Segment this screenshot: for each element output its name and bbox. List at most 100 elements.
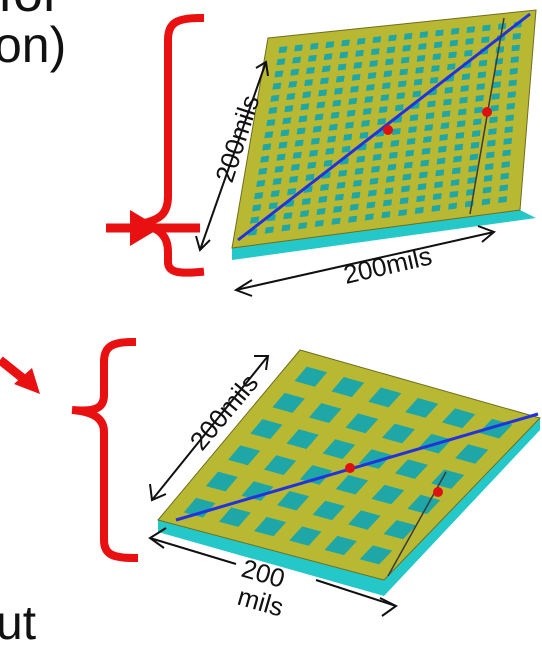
top-board-aperture — [298, 115, 308, 123]
top-board-aperture — [381, 211, 391, 219]
top-board-aperture — [440, 122, 450, 130]
top-board-aperture — [332, 99, 342, 107]
top-board-aperture — [406, 138, 416, 145]
top-board-aperture — [294, 139, 304, 147]
top-board-aperture — [483, 174, 493, 182]
top-board-aperture — [372, 36, 382, 43]
top-board-aperture — [441, 110, 451, 118]
top-board-aperture — [274, 70, 284, 78]
top-board-aperture — [454, 143, 464, 151]
top-board-aperture — [421, 147, 431, 155]
top-board-aperture — [323, 159, 333, 167]
top-board-aperture — [383, 70, 393, 78]
top-board-aperture — [511, 44, 520, 52]
top-board-aperture — [331, 217, 341, 225]
top-board-aperture — [427, 100, 436, 108]
bottom-board-aperture — [322, 439, 356, 459]
top-board-aperture — [385, 175, 395, 183]
top-board-aperture — [260, 155, 270, 163]
top-board-aperture — [484, 163, 494, 171]
via-top-1 — [383, 125, 393, 135]
top-board-aperture — [408, 126, 417, 133]
top-board-aperture — [390, 139, 400, 147]
bottom-board-aperture — [345, 413, 379, 434]
arrow-head — [14, 368, 40, 394]
trace-diagonal-bottom — [175, 412, 539, 522]
top-board-aperture — [429, 76, 439, 84]
top-board-aperture — [280, 129, 290, 137]
top-board-aperture — [328, 123, 338, 131]
top-board-aperture — [412, 90, 422, 98]
via-top-2 — [482, 107, 492, 117]
top-board-aperture — [465, 38, 474, 45]
top-board-aperture — [320, 77, 329, 85]
top-board-aperture — [378, 106, 388, 113]
bottom-board-aperture — [442, 408, 476, 429]
top-board-aperture — [424, 124, 434, 132]
top-board-aperture — [432, 53, 442, 60]
bottom-board-aperture — [294, 366, 328, 387]
top-board-aperture — [254, 192, 264, 200]
top-board-aperture — [423, 136, 432, 143]
red-arrow-bottom — [0, 356, 40, 394]
top-board-aperture — [286, 93, 296, 100]
via-bottom-1 — [345, 463, 355, 473]
bottom-board-aperture — [254, 516, 287, 537]
bottom-board-aperture — [250, 419, 283, 439]
dimension-left-top — [195, 60, 269, 252]
bottom-board-aperture — [277, 491, 310, 511]
top-board-aperture — [485, 151, 495, 159]
top-board-aperture — [438, 145, 447, 153]
top-board-aperture — [419, 31, 429, 38]
top-board-aperture — [309, 149, 319, 157]
board-bottom — [157, 349, 541, 596]
top-board-aperture — [348, 97, 358, 105]
top-board-aperture — [334, 193, 344, 201]
top-board-aperture — [403, 161, 413, 169]
top-board-aperture — [493, 69, 502, 77]
top-board-aperture — [305, 173, 315, 181]
top-board-aperture — [371, 165, 380, 173]
top-board-aperture — [399, 197, 409, 205]
top-board-aperture — [505, 114, 514, 122]
top-board-aperture — [396, 92, 406, 100]
top-board-aperture — [274, 165, 284, 173]
top-board-aperture — [499, 184, 509, 192]
top-board-aperture — [289, 175, 299, 183]
top-board-aperture — [506, 102, 515, 110]
top-board-aperture — [385, 58, 394, 66]
top-board-aperture — [307, 161, 317, 169]
top-board-aperture — [391, 128, 401, 135]
top-board-aperture — [382, 82, 391, 90]
top-board-aperture — [460, 85, 469, 92]
top-board-aperture — [416, 195, 426, 203]
top-board-aperture — [461, 73, 471, 81]
top-board-aperture — [258, 167, 268, 175]
top-board-aperture — [501, 161, 510, 168]
top-board-aperture — [399, 68, 409, 76]
top-board-aperture — [459, 96, 468, 104]
top-board-aperture — [276, 58, 286, 66]
bottom-board-aperture — [205, 471, 238, 492]
top-board-aperture — [308, 54, 317, 62]
aperture-grid-bottom — [183, 366, 513, 565]
top-board-aperture — [290, 68, 300, 76]
top-board-aperture — [270, 190, 280, 198]
top-board-aperture — [281, 224, 291, 232]
top-board-aperture — [510, 56, 519, 63]
top-board-aperture — [351, 73, 361, 81]
top-board-aperture — [362, 108, 372, 115]
top-board-aperture — [290, 163, 300, 171]
top-board-aperture — [354, 167, 364, 175]
top-board-aperture — [386, 46, 396, 54]
top-board-aperture — [439, 134, 448, 141]
top-board-aperture — [312, 125, 322, 133]
top-board-aperture — [377, 118, 387, 125]
top-board-aperture — [336, 181, 346, 189]
top-board-aperture — [503, 137, 512, 145]
top-board-aperture — [388, 151, 398, 159]
top-board-aperture — [448, 202, 458, 210]
top-board-aperture — [475, 95, 484, 102]
top-board-aperture — [464, 49, 473, 57]
top-board-aperture — [374, 141, 384, 149]
